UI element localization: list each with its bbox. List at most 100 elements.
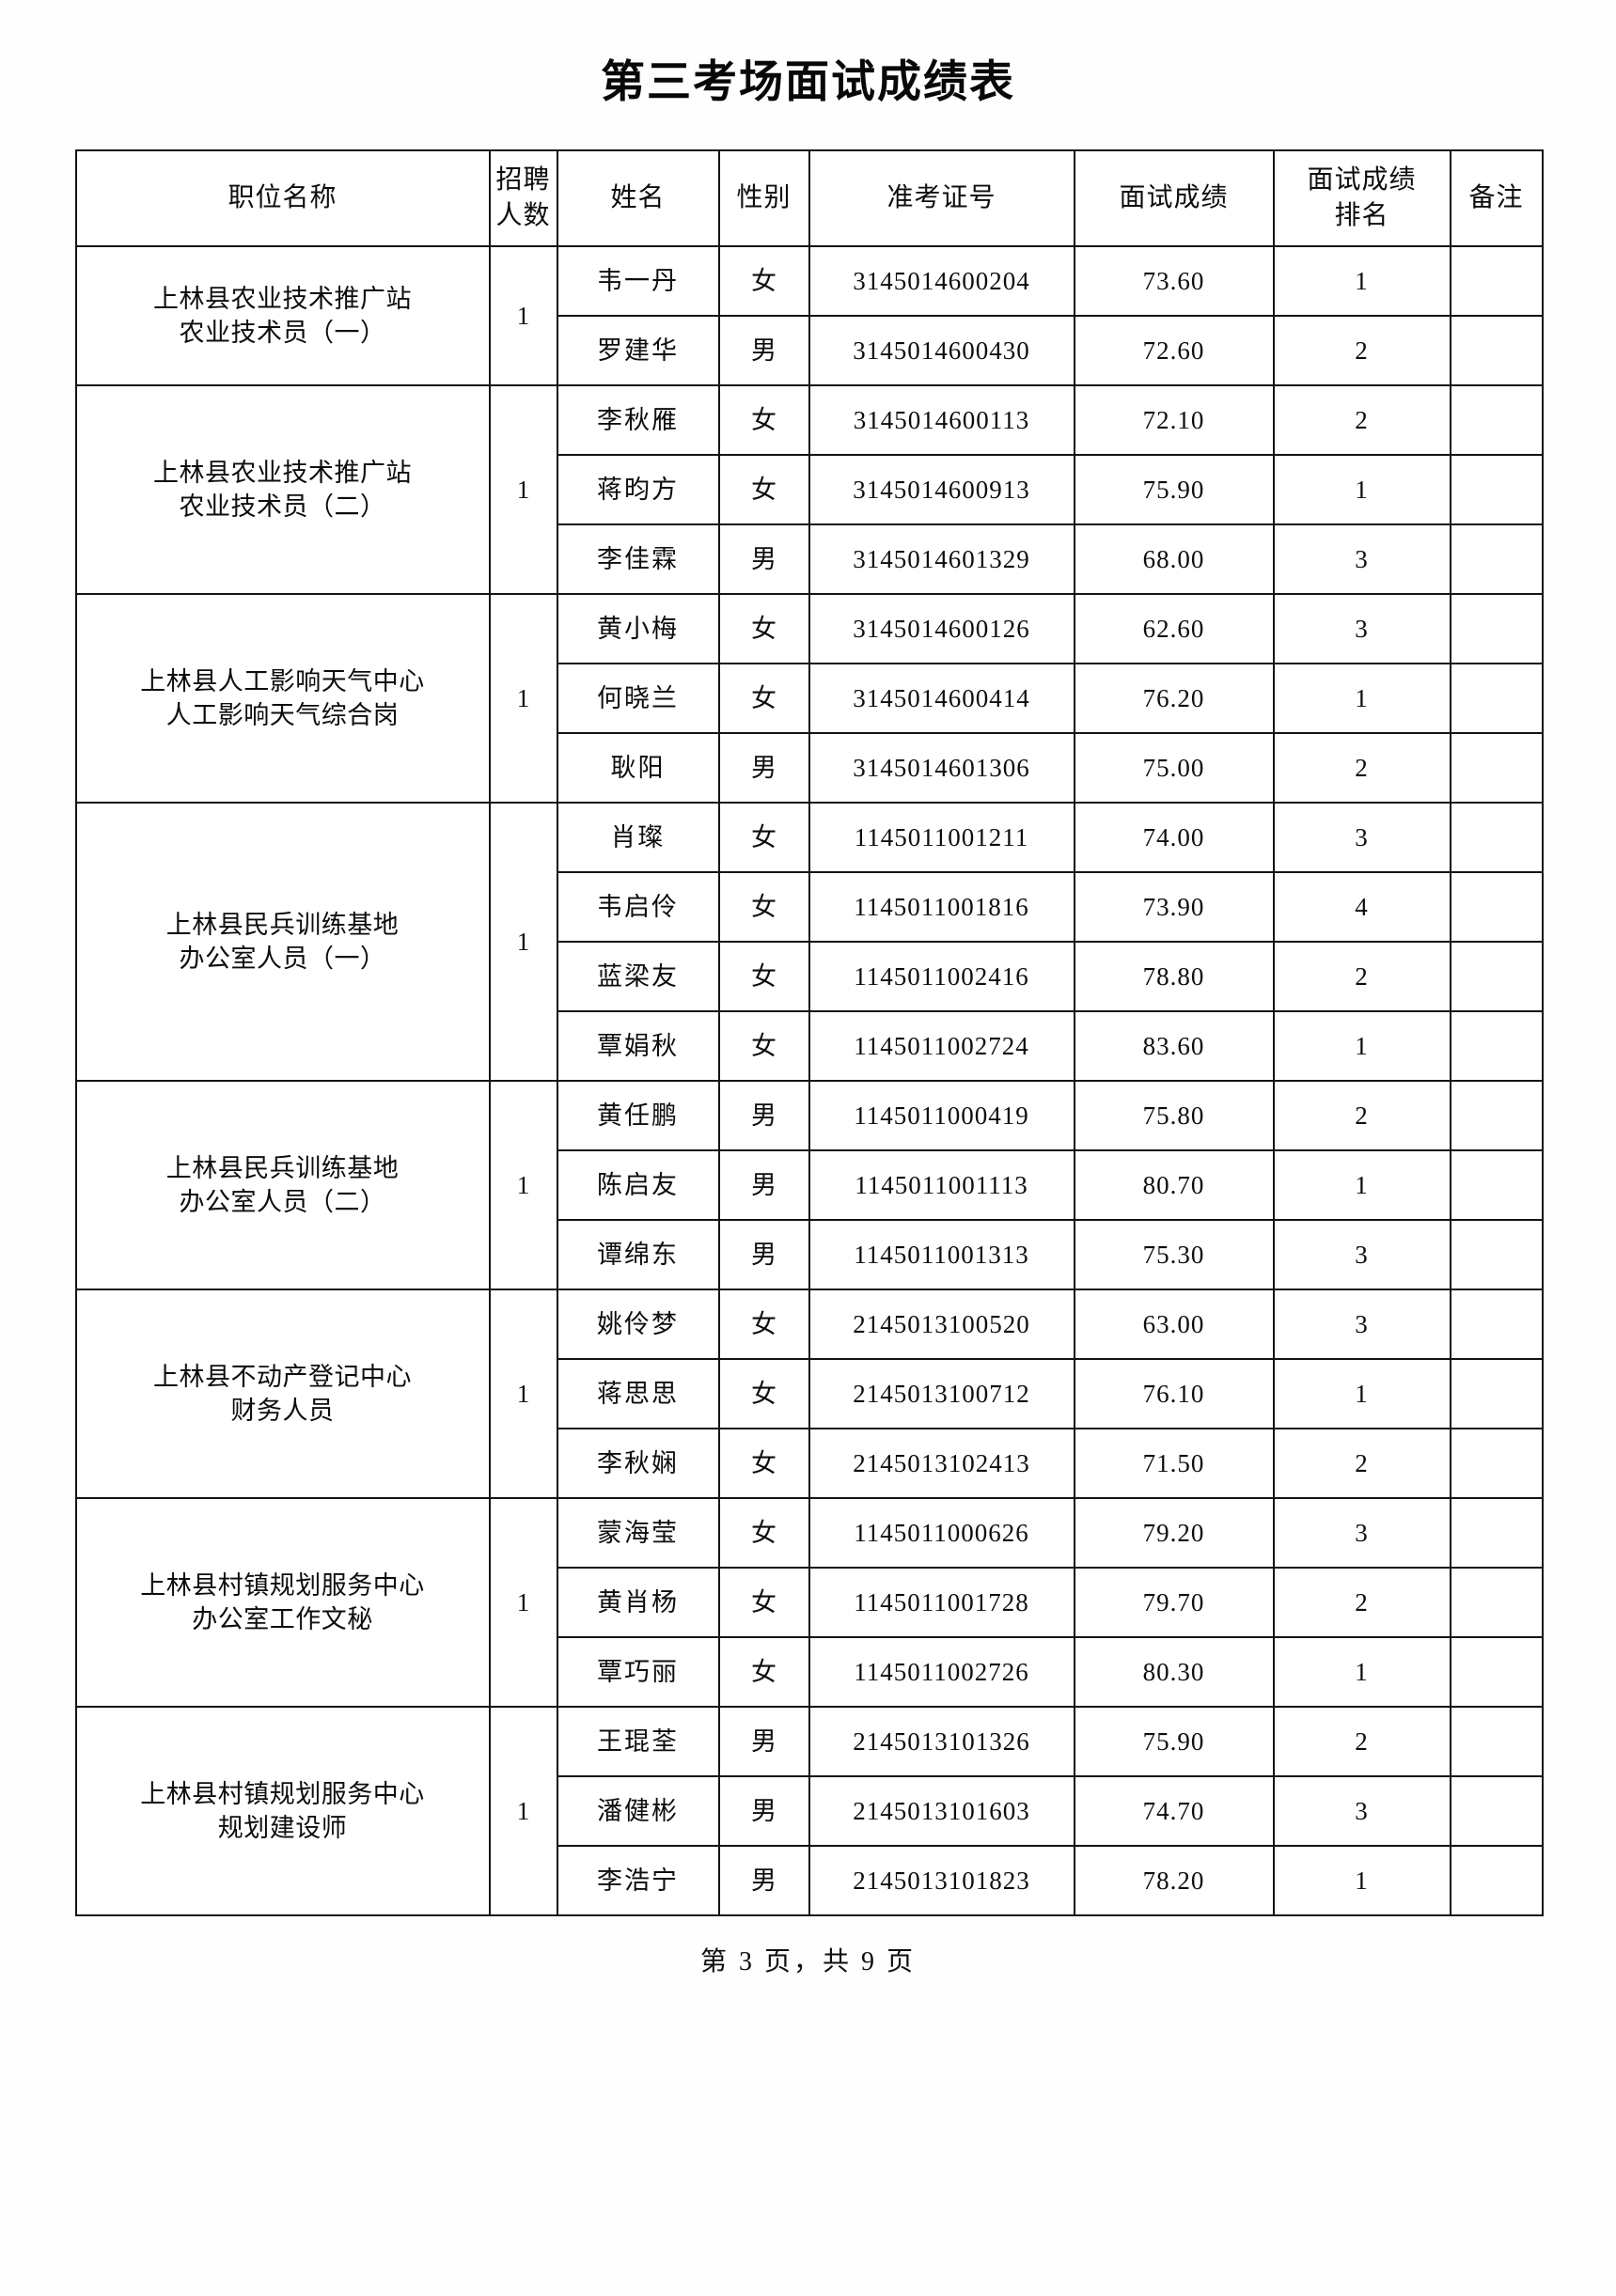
candidate-rank-cell: 2	[1272, 384, 1451, 456]
candidate-note-cell	[1449, 1358, 1544, 1429]
table-row: 上林县民兵训练基地 办公室人员（一） 1 肖璨女 1145011001211 74.00 3	[74, 802, 1544, 1082]
column-header-rank-line2: 排名	[1334, 201, 1389, 230]
candidate-interview-score-cell: 72.60	[1073, 315, 1275, 386]
candidate-note-cell	[1449, 1010, 1544, 1082]
headcount-cell: 1	[488, 384, 558, 595]
candidate-note-cell	[1449, 1080, 1544, 1151]
column-header-position: 职位名称	[74, 149, 491, 247]
candidate-gender-cell: 女	[717, 1428, 810, 1499]
candidate-note-cell	[1449, 1289, 1544, 1360]
position-name-line2: 财务人员	[230, 1397, 335, 1425]
position-name-cell: 上林县农业技术推广站 农业技术员（一）	[74, 245, 491, 386]
candidate-name-cell: 李秋娴	[556, 1428, 720, 1499]
candidate-note-cell	[1449, 1428, 1544, 1499]
candidate-ticket-number-cell: 1145011002726	[808, 1636, 1075, 1708]
candidate-ticket-number-cell: 3145014600126	[808, 593, 1075, 664]
candidate-note-cell	[1449, 1149, 1544, 1221]
candidate-interview-score-cell: 72.10	[1073, 384, 1275, 456]
table-row: 上林县村镇规划服务中心 规划建设师 1 王琨荃男 2145013101326 75.90 2	[74, 1706, 1544, 1916]
candidate-ticket-number-cell: 3145014600913	[808, 454, 1075, 525]
table-row: 黄肖杨女 1145011001728 79.70 2	[76, 1567, 1544, 1638]
column-header-headcount-line1: 招聘	[495, 165, 551, 195]
candidate-note-cell	[1449, 802, 1544, 873]
candidate-rank-cell: 3	[1272, 1219, 1451, 1290]
candidate-gender-cell: 女	[717, 1289, 810, 1360]
position-name-line1: 上林县人工影响天气中心	[140, 666, 425, 695]
candidate-gender-cell: 女	[717, 1358, 810, 1429]
score-table-container: 职位名称 招聘 人数 姓名 性别 准考证号 面试成绩 面试成绩 排名 备注	[74, 110, 1544, 1916]
candidate-note-cell	[1449, 245, 1544, 317]
candidate-note-cell	[1449, 1706, 1544, 1777]
table-row: 耿阳男 3145014601306 75.00 2	[76, 732, 1544, 804]
candidate-interview-score-cell: 63.00	[1073, 1289, 1275, 1360]
candidate-name-cell: 蒙海莹	[556, 1497, 720, 1569]
candidate-interview-score-cell: 75.80	[1073, 1080, 1275, 1151]
candidate-rank-cell: 1	[1272, 1358, 1451, 1429]
table-row: 覃娟秋女 1145011002724 83.60 1	[76, 1010, 1544, 1082]
candidate-ticket-number-cell: 3145014600113	[808, 384, 1075, 456]
table-header: 职位名称 招聘 人数 姓名 性别 准考证号 面试成绩 面试成绩 排名 备注	[74, 149, 1544, 247]
candidate-gender-cell: 男	[717, 1775, 810, 1847]
table-row: 上林县村镇规划服务中心 办公室工作文秘 1 蒙海莹女 1145011000626 79.2…	[74, 1497, 1544, 1708]
candidate-gender-cell: 男	[717, 1845, 810, 1916]
candidate-rank-cell: 1	[1272, 454, 1451, 525]
candidate-name-cell: 黄小梅	[556, 593, 720, 664]
candidate-rank-cell: 1	[1272, 1010, 1451, 1082]
position-name-line1: 上林县民兵训练基地	[165, 910, 400, 939]
page-title: 第三考场面试成绩表	[601, 56, 1015, 108]
position-name-line1: 上林县农业技术推广站	[153, 458, 412, 487]
table-row: 潘健彬男 2145013101603 74.70 3	[76, 1775, 1544, 1847]
candidate-interview-score-cell: 80.30	[1073, 1636, 1275, 1708]
candidate-gender-cell: 男	[717, 523, 810, 595]
candidate-interview-score-cell: 80.70	[1073, 1149, 1275, 1221]
candidate-name-cell: 蒋昀方	[556, 454, 720, 525]
position-name-line2: 农业技术员（二）	[179, 492, 386, 521]
candidate-note-cell	[1449, 384, 1544, 456]
candidate-name-cell: 韦一丹	[556, 245, 720, 317]
table-row: 上林县人工影响天气中心 人工影响天气综合岗 1 黄小梅女 3145014600126 62…	[74, 593, 1544, 804]
table-body: 上林县农业技术推广站 农业技术员（一） 1 韦一丹女 3145014600204 73.6…	[74, 245, 1544, 1916]
candidate-gender-cell: 女	[717, 663, 810, 734]
table-row: 谭绵东男 1145011001313 75.30 3	[76, 1219, 1544, 1290]
candidate-gender-cell: 女	[717, 802, 810, 873]
candidate-gender-cell: 男	[717, 1149, 810, 1221]
candidate-rank-cell: 3	[1272, 802, 1451, 873]
candidate-ticket-number-cell: 1145011000626	[808, 1497, 1075, 1569]
candidate-gender-cell: 女	[717, 1636, 810, 1708]
table-row: 上林县不动产登记中心 财务人员 1 姚伶梦女 2145013100520 63.00 3	[74, 1289, 1544, 1499]
table-row: 上林县农业技术推广站 农业技术员（一） 1 韦一丹女 3145014600204 73.6…	[74, 245, 1544, 386]
candidate-rank-cell: 1	[1272, 1149, 1451, 1221]
candidate-interview-score-cell: 75.30	[1073, 1219, 1275, 1290]
headcount-cell: 1	[488, 593, 558, 804]
column-header-headcount: 招聘 人数	[488, 149, 558, 247]
candidate-gender-cell: 女	[717, 454, 810, 525]
candidate-ticket-number-cell: 2145013102413	[808, 1428, 1075, 1499]
candidate-gender-cell: 女	[717, 1010, 810, 1082]
candidate-gender-cell: 男	[717, 1219, 810, 1290]
position-name-line2: 规划建设师	[217, 1814, 348, 1842]
candidate-name-cell: 蓝梁友	[556, 941, 720, 1012]
candidate-interview-score-cell: 79.20	[1073, 1497, 1275, 1569]
table-row: 李秋娴女 2145013102413 71.50 2	[76, 1428, 1544, 1499]
headcount-cell: 1	[488, 245, 558, 386]
column-header-rank-line1: 面试成绩	[1307, 165, 1417, 195]
position-name-line2: 农业技术员（一）	[179, 319, 386, 347]
candidate-ticket-number-cell: 1145011002416	[808, 941, 1075, 1012]
column-header-name: 姓名	[556, 149, 720, 247]
candidate-rank-cell: 2	[1272, 1428, 1451, 1499]
candidate-ticket-number-cell: 3145014600414	[808, 663, 1075, 734]
position-name-cell: 上林县农业技术推广站 农业技术员（二）	[74, 384, 491, 595]
candidate-ticket-number-cell: 3145014600430	[808, 315, 1075, 386]
candidate-ticket-number-cell: 2145013101823	[808, 1845, 1075, 1916]
column-header-headcount-line2: 人数	[495, 201, 551, 230]
candidate-ticket-number-cell: 2145013101603	[808, 1775, 1075, 1847]
candidate-interview-score-cell: 75.90	[1073, 454, 1275, 525]
candidate-rank-cell: 3	[1272, 1775, 1451, 1847]
candidate-ticket-number-cell: 1145011001816	[808, 871, 1075, 943]
column-header-rank: 面试成绩 排名	[1272, 149, 1451, 247]
candidate-interview-score-cell: 83.60	[1073, 1010, 1275, 1082]
position-name-cell: 上林县村镇规划服务中心 规划建设师	[74, 1706, 491, 1916]
candidate-rank-cell: 3	[1272, 523, 1451, 595]
position-name-cell: 上林县不动产登记中心 财务人员	[74, 1289, 491, 1499]
page-footer: 第 3 页，共 9 页	[699, 1947, 916, 1976]
